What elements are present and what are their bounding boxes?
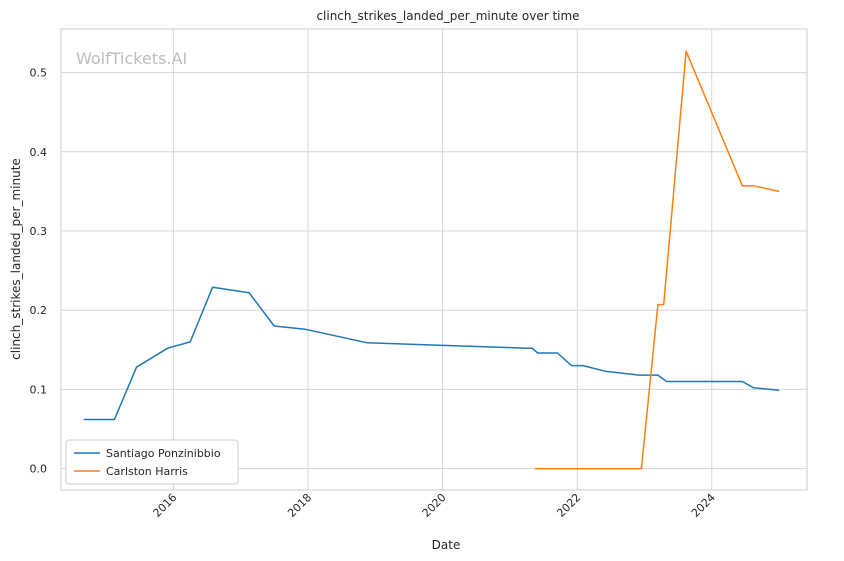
y-tick-label: 0.4 [30,146,48,159]
legend-label-2: Carlston Harris [106,465,188,478]
y-tick-label: 0.0 [30,463,48,476]
x-tick-label: 2020 [420,491,449,520]
grid [61,29,807,490]
x-tick-label: 2016 [151,491,180,520]
x-axis-ticks: 2016 2018 2020 2022 2024 [151,491,718,520]
legend-box [65,439,239,485]
chart-title: clinch_strikes_landed_per_minute over ti… [316,9,579,23]
legend: Santiago Ponzinibbio Carlston Harris [65,439,239,485]
legend-label-1: Santiago Ponzinibbio [106,447,221,460]
x-axis-label: Date [432,538,461,552]
y-tick-label: 0.3 [30,225,48,238]
y-tick-label: 0.5 [30,67,48,80]
y-tick-label: 0.1 [30,383,48,396]
x-tick-label: 2024 [689,491,718,520]
series-lines [83,50,780,470]
y-tick-label: 0.2 [30,304,48,317]
plot-frame [60,28,808,491]
y-axis-ticks: 0.0 0.1 0.2 0.3 0.4 0.5 [30,67,48,476]
y-axis-label: clinch_strikes_landed_per_minute [9,158,23,360]
x-tick-label: 2018 [285,491,314,520]
x-tick-label: 2022 [554,491,583,520]
series-line-2 [534,50,780,470]
watermark-text: WolfTickets.AI [76,49,187,68]
series-line-1 [83,286,780,421]
